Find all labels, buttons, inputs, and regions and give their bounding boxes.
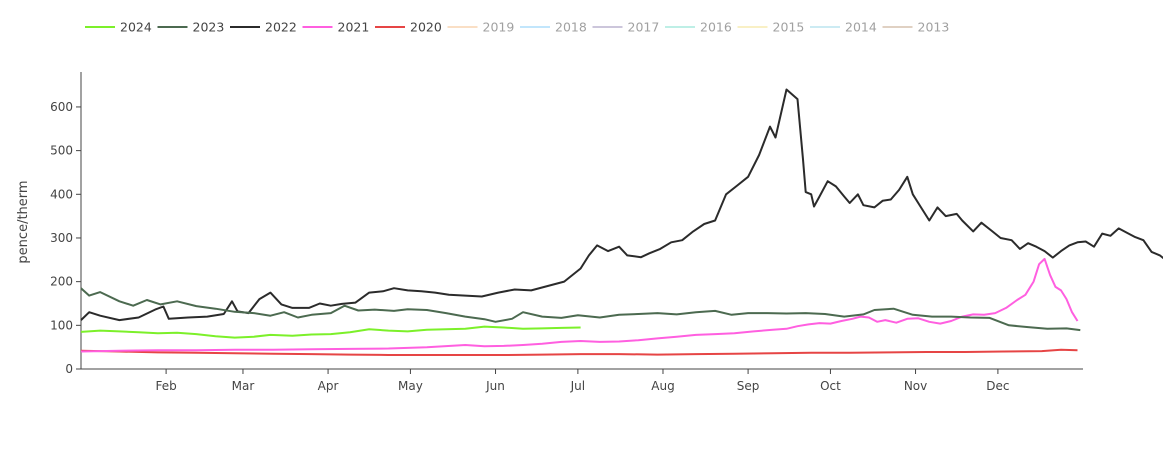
legend-item-2016[interactable]: 2016 bbox=[665, 20, 732, 35]
legend-label: 2018 bbox=[555, 20, 587, 35]
y-axis-title: pence/therm bbox=[16, 180, 31, 263]
legend-label: 2015 bbox=[773, 20, 805, 35]
legend-item-2018[interactable]: 2018 bbox=[520, 20, 587, 35]
x-tick-label: Dec bbox=[986, 379, 1009, 393]
legend-label: 2020 bbox=[410, 20, 442, 35]
series-line-2020 bbox=[80, 348, 1078, 356]
y-tick-label: 200 bbox=[50, 275, 73, 289]
y-tick-label: 600 bbox=[50, 100, 73, 114]
legend-label: 2022 bbox=[265, 20, 297, 35]
x-tick-label: Jul bbox=[570, 379, 585, 393]
legend-label: 2014 bbox=[845, 20, 877, 35]
legend-label: 2019 bbox=[483, 20, 515, 35]
y-axis: 0 100 200 300 400 500 600 bbox=[50, 72, 82, 376]
x-tick-label: Sep bbox=[737, 379, 760, 393]
legend-label: 2023 bbox=[193, 20, 225, 35]
legend-item-2013[interactable]: 2013 bbox=[882, 20, 950, 35]
y-tick-label: 300 bbox=[50, 231, 73, 245]
legend-item-2019[interactable]: 2019 bbox=[447, 20, 515, 35]
series-lines bbox=[80, 88, 1163, 356]
y-tick-label: 400 bbox=[50, 187, 73, 201]
legend-item-2023[interactable]: 2023 bbox=[157, 20, 225, 35]
x-axis: Feb Mar Apr May Jun Jul Aug Sep Oct Nov Dec bbox=[81, 368, 1083, 393]
legend-item-2017[interactable]: 2017 bbox=[592, 20, 660, 35]
x-tick-label: Feb bbox=[155, 379, 176, 393]
x-tick-label: Apr bbox=[318, 379, 339, 393]
x-tick-label: Nov bbox=[904, 379, 927, 393]
y-tick-label: 500 bbox=[50, 144, 73, 158]
legend-item-2022[interactable]: 2022 bbox=[230, 20, 297, 35]
x-tick-label: May bbox=[398, 379, 423, 393]
legend: 2024 2023 2022 2021 2020 2019 2018 2017 2016 2015… bbox=[85, 20, 949, 35]
legend-label: 2013 bbox=[918, 20, 950, 35]
series-line-2024 bbox=[80, 325, 581, 339]
x-tick-label: Jun bbox=[485, 379, 505, 393]
legend-item-2015[interactable]: 2015 bbox=[737, 20, 805, 35]
x-tick-label: Aug bbox=[651, 379, 674, 393]
series-line-2021 bbox=[80, 257, 1079, 353]
legend-item-2020[interactable]: 2020 bbox=[375, 20, 442, 35]
series-line-2023 bbox=[80, 287, 1081, 332]
legend-item-2021[interactable]: 2021 bbox=[302, 20, 370, 35]
x-tick-label: Mar bbox=[232, 379, 255, 393]
legend-label: 2024 bbox=[120, 20, 152, 35]
series-line-2022 bbox=[80, 88, 1163, 322]
legend-label: 2017 bbox=[628, 20, 660, 35]
legend-item-2014[interactable]: 2014 bbox=[810, 20, 877, 35]
legend-item-2024[interactable]: 2024 bbox=[85, 20, 152, 35]
y-tick-label: 0 bbox=[65, 362, 73, 376]
legend-label: 2021 bbox=[338, 20, 370, 35]
x-tick-label: Oct bbox=[820, 379, 841, 393]
legend-label: 2016 bbox=[700, 20, 732, 35]
y-tick-label: 100 bbox=[50, 318, 73, 332]
